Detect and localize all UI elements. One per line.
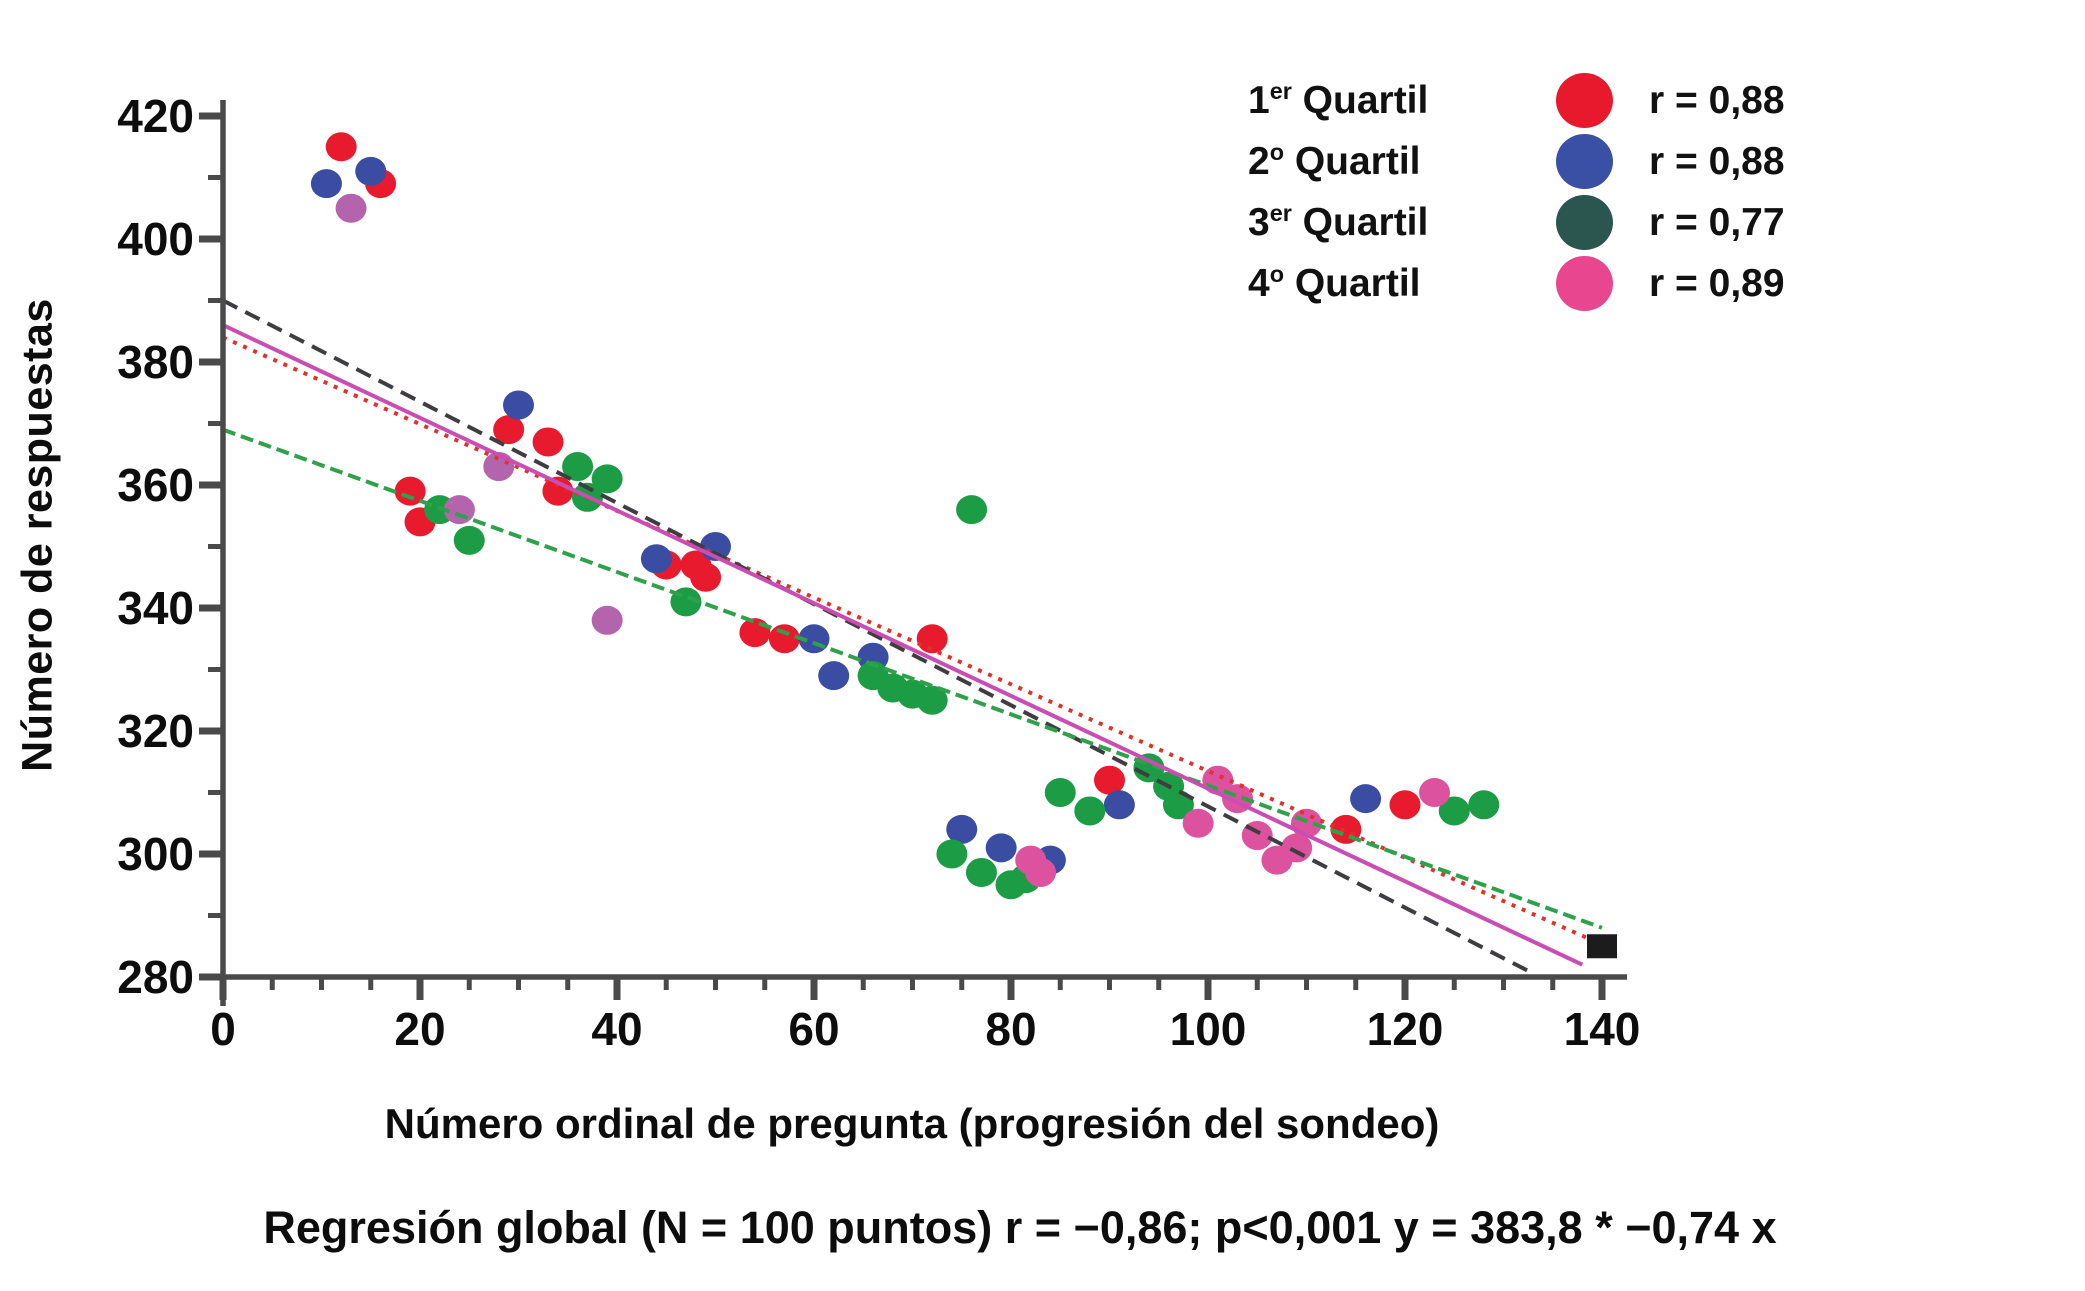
y-tick-label-360: 360: [117, 459, 194, 511]
x-tick-label-80: 80: [985, 1003, 1036, 1055]
data-point-q4: [591, 605, 623, 635]
legend-row-q3: 3er Quartil r = 0,77: [1248, 192, 1785, 253]
data-point-q2: [503, 390, 534, 420]
data-point-q3: [1074, 796, 1106, 826]
legend-r-value-q3: r = 0,77: [1649, 200, 1785, 244]
legend-swatch-q2: [1556, 134, 1613, 189]
data-point-q3: [1468, 790, 1500, 820]
data-point-q1: [1094, 765, 1125, 795]
data-point-q3: [1438, 796, 1470, 826]
data-point-q3: [562, 452, 594, 482]
data-point-q1: [542, 476, 574, 506]
data-point-q2: [1103, 790, 1135, 820]
data-point-q2: [310, 169, 342, 199]
data-point-q2: [985, 833, 1017, 863]
legend-row-q1: 1er Quartil r = 0,88: [1248, 70, 1785, 131]
x-tick-label-0: 0: [210, 1003, 236, 1055]
data-point-q2: [355, 156, 387, 186]
data-point-q3: [591, 464, 623, 494]
trend-line-q3: [222, 427, 1603, 930]
y-tick-label-420: 420: [117, 90, 194, 142]
x-tick-label-120: 120: [1367, 1003, 1444, 1055]
trend-line-q2: [222, 298, 1530, 973]
data-point-q4: [1025, 857, 1057, 887]
trend-line-q1: [222, 335, 1593, 942]
legend: 1er Quartil r = 0,88 2o Quartil r = 0,88 3er…: [1248, 70, 1785, 314]
legend-row-q2: 2o Quartil r = 0,88: [1248, 131, 1785, 192]
data-point-q1: [325, 132, 357, 162]
data-point-q3: [965, 857, 997, 887]
y-axis-title: Número de respuestas: [13, 298, 62, 772]
x-tick-label-140: 140: [1564, 1003, 1641, 1055]
regression-caption: Regresión global (N = 100 puntos) r = −0…: [263, 1202, 1777, 1253]
legend-r-value-q1: r = 0,88: [1649, 78, 1785, 122]
legend-label-q1: 1er Quartil: [1248, 78, 1429, 122]
y-tick-label-300: 300: [117, 828, 194, 880]
data-point-q2: [1350, 784, 1382, 814]
data-point-q3: [1162, 790, 1194, 820]
data-point-q4: [335, 193, 367, 223]
data-point-q2: [640, 544, 672, 574]
data-point-q3: [916, 685, 948, 715]
data-point-q4: [1419, 778, 1451, 807]
legend-swatch-q1: [1556, 73, 1613, 128]
x-axis-title: Número ordinal de pregunta (progresión d…: [384, 1100, 1440, 1147]
x-tick-label-60: 60: [788, 1003, 839, 1055]
trend-line-q4: [222, 323, 1584, 967]
data-point-q1: [1389, 790, 1421, 820]
data-point-q1: [532, 427, 564, 457]
x-tick-label-20: 20: [394, 1003, 445, 1055]
data-point-q1: [690, 562, 722, 592]
y-tick-label-320: 320: [117, 705, 194, 757]
legend-r-value-q2: r = 0,88: [1649, 139, 1785, 183]
legend-row-q4: 4o Quartil r = 0,89: [1248, 253, 1785, 314]
data-point-q3: [956, 495, 988, 525]
legend-r-value-q4: r = 0,89: [1649, 261, 1785, 305]
data-point-q3: [936, 839, 968, 869]
data-point-q4: [1182, 808, 1214, 838]
data-point-q1: [739, 618, 771, 648]
y-tick-label-280: 280: [117, 951, 194, 1003]
legend-label-q3: 3er Quartil: [1248, 200, 1429, 244]
legend-swatch-q3: [1556, 195, 1613, 250]
x-tick-label-40: 40: [591, 1003, 642, 1055]
data-point-q3: [453, 525, 485, 555]
data-point-q1: [493, 415, 525, 445]
data-point-q2: [946, 814, 978, 844]
legend-label-q2: 2o Quartil: [1248, 139, 1421, 183]
data-point-q1: [916, 624, 948, 654]
legend-label-q4: 4o Quartil: [1248, 261, 1421, 305]
data-point-extra-square: [1587, 934, 1617, 959]
data-point-q2: [818, 661, 850, 691]
y-tick-label-340: 340: [117, 582, 194, 634]
data-point-q1: [768, 624, 800, 654]
data-point-q1: [394, 476, 426, 506]
y-tick-label-380: 380: [117, 336, 194, 388]
x-tick-label-100: 100: [1170, 1003, 1247, 1055]
legend-swatch-q4: [1556, 256, 1613, 311]
y-tick-label-400: 400: [117, 213, 194, 265]
data-point-q3: [1044, 778, 1076, 807]
